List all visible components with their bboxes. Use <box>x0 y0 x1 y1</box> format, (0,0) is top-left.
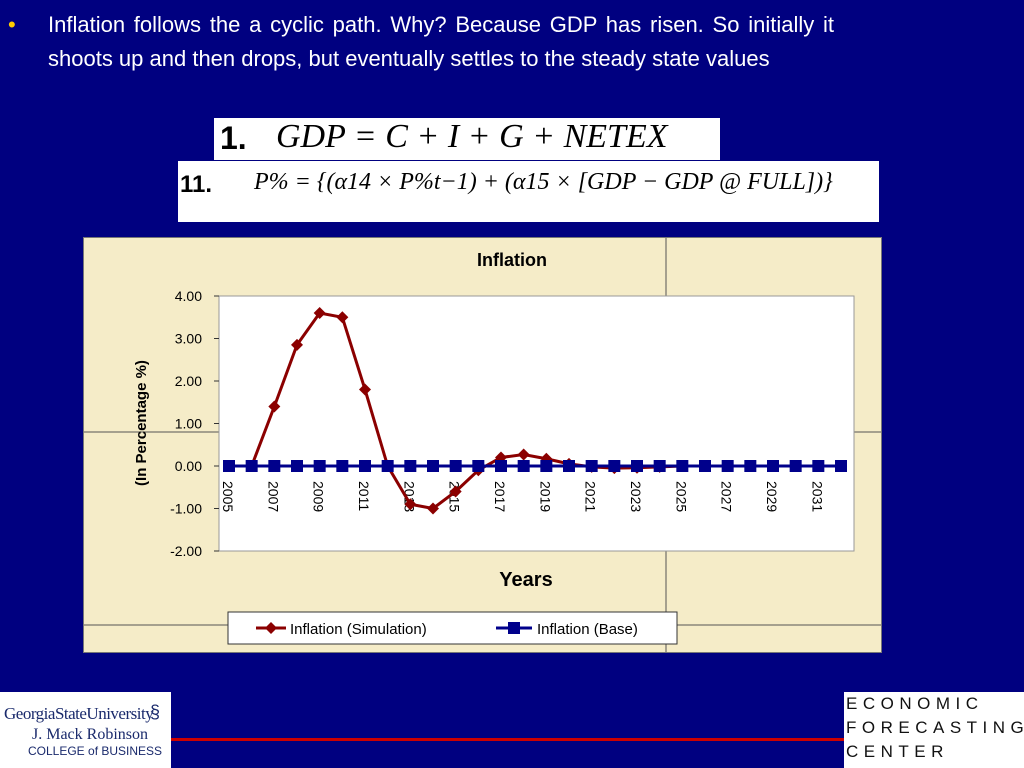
y-tick-label: 1.00 <box>175 416 202 432</box>
inflation-chart: Inflation Years (In Percentage %) 4.00 3.… <box>83 237 882 653</box>
bullet-point: • Inflation follows the a cyclic path. W… <box>8 8 834 76</box>
x-tick-label: 2029 <box>764 481 780 512</box>
data-point-base <box>699 460 711 472</box>
y-tick-label: 2.00 <box>175 373 202 389</box>
y-tick-label: -1.00 <box>170 501 202 517</box>
data-point-base <box>835 460 847 472</box>
data-point-base <box>336 460 349 472</box>
data-point-base <box>540 460 553 472</box>
data-point-base <box>608 460 621 472</box>
x-axis-title: Years <box>499 569 552 591</box>
gsu-logo: GeorgiaStateUniversity § J. Mack Robinso… <box>0 692 171 768</box>
x-tick-label: 2009 <box>311 481 327 512</box>
data-point-base <box>767 460 779 472</box>
data-point-simulation <box>427 502 439 515</box>
x-tick-label: 2007 <box>265 481 281 512</box>
data-point-base <box>313 460 326 472</box>
x-axis-ticks: 2005 2007 2009 2011 2013 2015 2017 2019 2021 2023… <box>220 481 825 512</box>
equation-11: 11. P% = {(α14 × P%t−1) + (α15 × [GDP − … <box>178 161 879 222</box>
y-axis-ticks: 4.00 3.00 2.00 1.00 0.00 -1.00 -2.00 <box>170 288 219 559</box>
equation-11-number: 11. <box>180 171 213 198</box>
legend-label-simulation: Inflation (Simulation) <box>290 621 427 638</box>
gsu-college: COLLEGE of BUSINESS <box>28 744 163 758</box>
x-tick-label: 2011 <box>356 481 372 511</box>
data-point-base <box>676 460 689 472</box>
data-point-base <box>427 460 439 472</box>
x-tick-label: 2019 <box>537 481 553 512</box>
data-point-base <box>563 460 575 472</box>
data-point-base <box>381 460 394 472</box>
data-point-simulation <box>313 307 326 319</box>
legend-box <box>227 611 678 645</box>
equation-1: 1. GDP = C + I + G + NETEX <box>214 118 720 160</box>
legend-label-base: Inflation (Base) <box>537 621 638 638</box>
x-tick-label: 2021 <box>583 481 599 512</box>
bullet-text: Inflation follows the a cyclic path. Why… <box>48 12 834 71</box>
gsu-emblem-icon: § <box>150 702 161 722</box>
data-point-simulation <box>517 448 530 461</box>
x-tick-label: 2031 <box>809 481 825 512</box>
x-tick-label: 2017 <box>492 481 508 512</box>
x-tick-label: 2005 <box>220 481 236 512</box>
efc-line-2: FORECASTING <box>846 718 1024 737</box>
equation-1-number: 1. <box>220 120 247 156</box>
y-tick-label: 4.00 <box>175 288 202 304</box>
data-point-base <box>495 460 507 472</box>
y-tick-label: -2.00 <box>170 543 202 559</box>
data-point-base <box>291 460 303 472</box>
data-point-simulation <box>291 338 303 351</box>
gsu-name: GeorgiaStateUniversity <box>4 704 154 723</box>
data-point-base <box>812 460 825 472</box>
footer-red-line <box>171 738 844 741</box>
data-point-base <box>653 460 666 472</box>
legend-marker-base <box>508 622 520 634</box>
data-point-base <box>721 460 734 472</box>
data-point-base <box>449 460 462 472</box>
efc-logo: ECONOMIC FORECASTING CENTER <box>844 692 1024 768</box>
chart-canvas: Inflation Years (In Percentage %) 4.00 3.… <box>84 238 881 652</box>
data-point-base <box>744 460 757 472</box>
chart-title: Inflation <box>477 250 547 270</box>
efc-line-1: ECONOMIC <box>846 694 984 713</box>
data-point-base <box>789 460 802 472</box>
data-point-simulation <box>404 498 417 511</box>
x-tick-label: 2027 <box>719 481 735 512</box>
equation-1-formula: GDP = C + I + G + NETEX <box>276 118 668 155</box>
series-layer <box>223 307 847 515</box>
data-point-base <box>268 460 281 472</box>
equation-11-formula: P% = {(α14 × P%t−1) + (α15 × [GDP − GDP … <box>254 169 833 195</box>
data-point-base <box>517 460 530 472</box>
data-point-simulation <box>336 311 349 324</box>
data-point-base <box>631 460 643 472</box>
data-point-base <box>245 460 258 472</box>
legend-marker-simulation <box>265 622 277 634</box>
bullet-marker: • <box>8 12 16 37</box>
data-point-simulation <box>449 485 462 498</box>
data-point-simulation <box>359 383 371 396</box>
data-point-base <box>223 460 235 472</box>
data-point-base <box>359 460 371 472</box>
y-axis-title: (In Percentage %) <box>133 360 150 486</box>
x-tick-label: 2025 <box>673 481 689 512</box>
y-tick-label: 3.00 <box>175 331 202 347</box>
data-point-simulation <box>268 400 281 413</box>
data-point-base <box>404 460 417 472</box>
data-point-base <box>585 460 598 472</box>
efc-line-3: CENTER <box>846 742 949 761</box>
data-point-base <box>472 460 485 472</box>
gsu-school: J. Mack Robinson <box>32 726 148 743</box>
plot-area <box>218 295 855 552</box>
x-tick-label: 2023 <box>628 481 644 512</box>
y-tick-label: 0.00 <box>175 458 202 474</box>
chart-legend: Inflation (Simulation) Inflation (Base) <box>227 611 678 645</box>
